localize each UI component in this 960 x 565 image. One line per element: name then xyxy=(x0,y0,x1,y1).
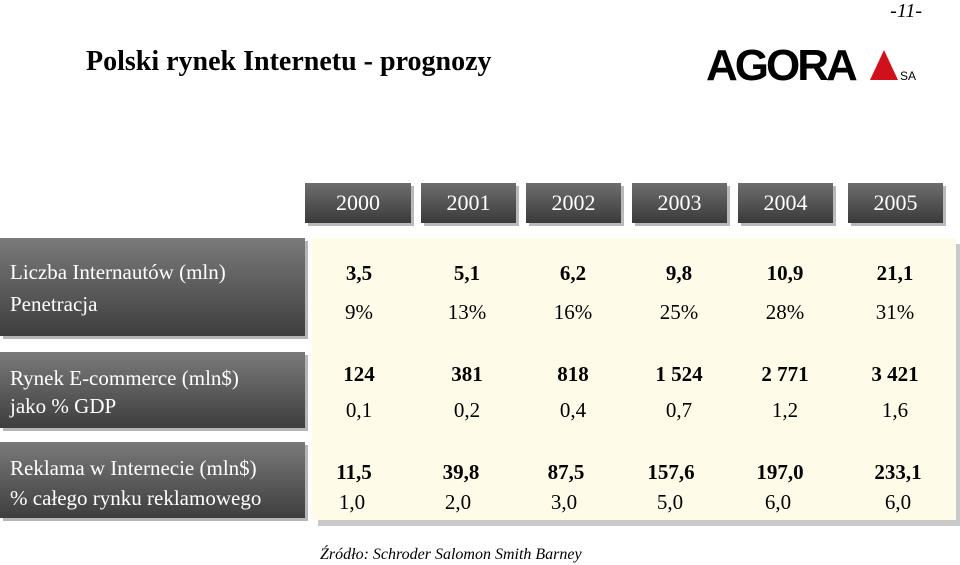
row-label-internet-ads: Reklama w Internecie (mln$) % całego ryn… xyxy=(0,442,305,518)
table-cell: 9,8 xyxy=(665,261,693,285)
table-cell: 21,1 xyxy=(876,261,914,285)
table-cell: 124 xyxy=(343,362,375,386)
table-cell: 25% xyxy=(659,300,699,324)
logo-triangle-icon xyxy=(870,50,898,80)
table-cell: 6,2 xyxy=(559,261,587,285)
row-label-main: Reklama w Internecie (mln$) xyxy=(10,456,257,480)
data-panel xyxy=(312,238,956,520)
table-cell: 87,5 xyxy=(547,460,585,484)
table-cell: 0,1 xyxy=(345,398,373,422)
row-label-main: Rynek E-commerce (mln$) xyxy=(10,366,239,390)
table-cell: 381 xyxy=(451,362,483,386)
row-label-sub: % całego rynku reklamowego xyxy=(10,486,262,510)
table-cell: 157,6 xyxy=(647,460,695,484)
row-label-internet-users: Liczba Internautów (mln) Penetracja xyxy=(0,238,305,336)
page-title: Polski rynek Internetu - prognozy xyxy=(86,46,492,77)
table-cell: 10,9 xyxy=(766,261,804,285)
table-cell: 1,2 xyxy=(771,398,799,422)
table-cell: 1,0 xyxy=(338,490,366,514)
table-cell: 5,1 xyxy=(453,261,481,285)
table-cell: 3,0 xyxy=(550,490,578,514)
table-cell: 818 xyxy=(557,362,589,386)
table-cell: 0,7 xyxy=(665,398,693,422)
source-note: Źródło: Schroder Salomon Smith Barney xyxy=(320,546,582,563)
agora-logo-graphic: AGORA SA xyxy=(706,44,916,84)
table-cell: 0,4 xyxy=(559,398,587,422)
table-cell: 16% xyxy=(553,300,593,324)
year-header: 2002 xyxy=(526,183,621,223)
year-header: 2003 xyxy=(632,183,727,223)
table-cell: 2,0 xyxy=(444,490,472,514)
table-cell: 1 524 xyxy=(655,362,703,386)
table-cell: 2 771 xyxy=(761,362,809,386)
year-header: 2000 xyxy=(305,183,411,223)
agora-logo: AGORA SA xyxy=(706,44,926,84)
table-cell: 28% xyxy=(765,300,805,324)
table-cell: 39,8 xyxy=(442,460,480,484)
table-cell: 5,0 xyxy=(656,490,684,514)
row-label-ecommerce: Rynek E-commerce (mln$) jako % GDP xyxy=(0,352,305,428)
table-cell: 6,0 xyxy=(764,490,792,514)
year-header: 2004 xyxy=(738,183,833,223)
table-cell: 233,1 xyxy=(874,460,922,484)
year-header: 2001 xyxy=(421,183,516,223)
page-number: -11- xyxy=(890,0,922,22)
table-cell: 11,5 xyxy=(336,460,372,484)
table-cell: 3 421 xyxy=(871,362,919,386)
year-header: 2005 xyxy=(848,183,943,223)
logo-suffix: SA xyxy=(900,69,916,83)
table-cell: 31% xyxy=(875,300,915,324)
table-cell: 197,0 xyxy=(756,460,804,484)
row-label-sub: Penetracja xyxy=(10,292,98,316)
logo-text: AGORA xyxy=(706,44,857,84)
table-cell: 0,2 xyxy=(453,398,481,422)
table-cell: 6,0 xyxy=(884,490,912,514)
table-cell: 9% xyxy=(345,300,373,324)
table-cell: 13% xyxy=(447,300,487,324)
table-cell: 3,5 xyxy=(345,261,373,285)
row-label-main: Liczba Internautów (mln) xyxy=(10,260,226,284)
table-cell: 1,6 xyxy=(881,398,909,422)
row-label-sub: jako % GDP xyxy=(10,394,117,418)
